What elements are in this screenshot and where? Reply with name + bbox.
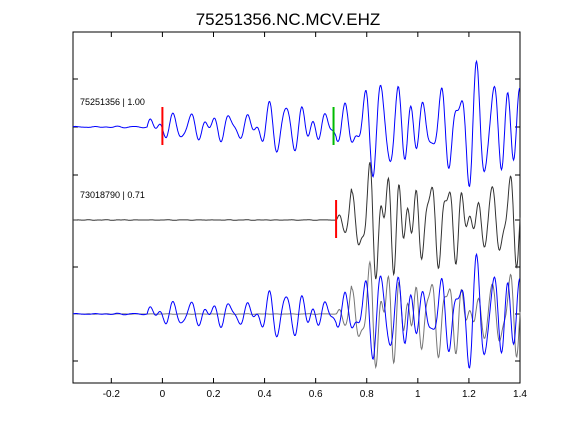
x-tick-label: 0.8 bbox=[360, 389, 374, 400]
x-tick-label: 1.2 bbox=[462, 389, 476, 400]
x-axis: -0.2 0 0.2 0.4 0.6 0.8 1 1.2 1.4 bbox=[103, 32, 527, 400]
x-tick-label: 0.2 bbox=[207, 389, 221, 400]
trace-label: 73018790 | 0.71 bbox=[80, 190, 145, 200]
trace-73018790-line bbox=[73, 162, 521, 280]
x-tick-label: 1.4 bbox=[513, 389, 527, 400]
trace-labels: 75251356 | 1.00 73018790 | 0.71 bbox=[80, 97, 145, 200]
traces-layer bbox=[72, 59, 521, 370]
x-tick-label: 0.6 bbox=[309, 389, 323, 400]
x-tick-label: 0 bbox=[160, 389, 166, 400]
trace-75251356-line bbox=[72, 59, 521, 188]
trace-label: 75251356 | 1.00 bbox=[80, 97, 145, 107]
overlay-target-line bbox=[72, 252, 521, 369]
chart-title: 75251356.NC.MCV.EHZ bbox=[196, 10, 381, 29]
plot-frame bbox=[72, 31, 521, 384]
x-tick-label: 1 bbox=[415, 389, 421, 400]
x-tick-label: -0.2 bbox=[103, 389, 121, 400]
x-tick-label: 0.4 bbox=[258, 389, 272, 400]
